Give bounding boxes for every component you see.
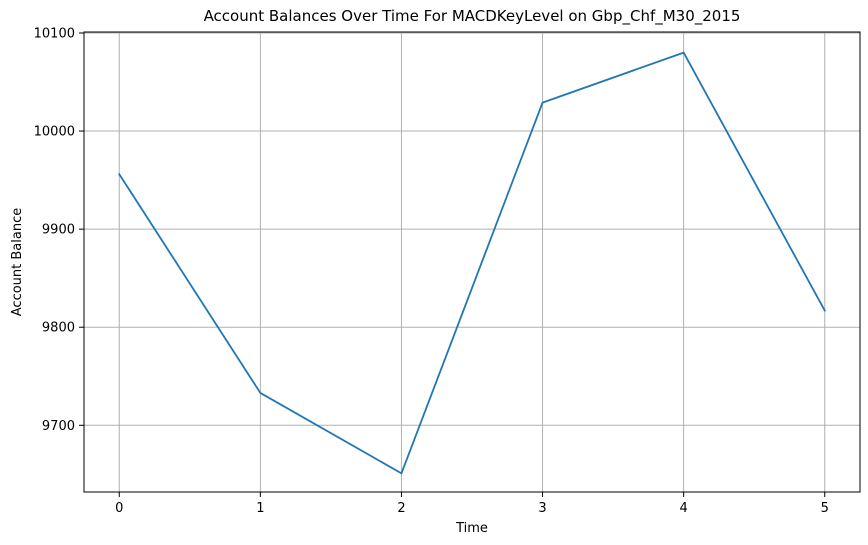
y-tick-label: 9900 xyxy=(42,223,75,238)
series-layer xyxy=(118,51,826,475)
series-line xyxy=(118,51,826,475)
y-tick-label: 9800 xyxy=(42,321,75,336)
x-tick-label: 0 xyxy=(115,501,123,516)
grid xyxy=(84,32,860,492)
x-tick-label: 4 xyxy=(679,501,687,516)
ticks: 0 1 2 3 4 5 9700 9800 9900 10000 10100 xyxy=(34,26,829,516)
chart-title: Account Balances Over Time For MACDKeyLe… xyxy=(204,7,741,26)
plot-area-frame xyxy=(83,31,861,493)
y-tick-label: 9700 xyxy=(42,419,75,434)
x-axis-label: Time xyxy=(455,521,488,536)
x-tick-label: 3 xyxy=(538,501,546,516)
y-axis-label: Account Balance xyxy=(10,208,25,316)
y-tick-label: 10000 xyxy=(34,125,75,140)
y-tick-label: 10100 xyxy=(34,26,75,41)
x-tick-label: 2 xyxy=(397,501,405,516)
x-tick-label: 5 xyxy=(821,501,829,516)
x-tick-label: 1 xyxy=(256,501,264,516)
